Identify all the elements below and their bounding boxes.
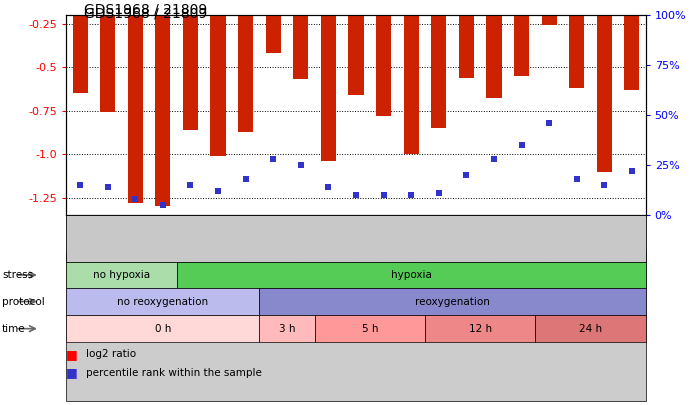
- Bar: [459, 0, 474, 78]
- Bar: [487, 0, 501, 98]
- Text: 12 h: 12 h: [468, 324, 491, 334]
- Bar: [155, 0, 170, 207]
- Bar: [514, 0, 529, 76]
- Bar: [211, 0, 225, 156]
- Text: log2 ratio: log2 ratio: [86, 350, 136, 359]
- Text: 5 h: 5 h: [362, 324, 378, 334]
- Bar: [266, 0, 281, 53]
- Text: 3 h: 3 h: [279, 324, 295, 334]
- Bar: [542, 0, 557, 26]
- Text: protocol: protocol: [2, 296, 45, 307]
- Bar: [73, 0, 88, 93]
- Text: reoxygenation: reoxygenation: [415, 296, 490, 307]
- Bar: [376, 0, 391, 116]
- Text: ■: ■: [66, 348, 78, 361]
- Text: GDS1968 / 21809: GDS1968 / 21809: [84, 6, 207, 20]
- Text: ■: ■: [66, 366, 78, 379]
- Bar: [624, 0, 639, 90]
- Bar: [431, 0, 446, 128]
- Text: time: time: [2, 324, 26, 334]
- Bar: [183, 0, 198, 130]
- Text: 24 h: 24 h: [579, 324, 602, 334]
- Text: stress: stress: [2, 270, 34, 280]
- Text: hypoxia: hypoxia: [391, 270, 431, 280]
- Bar: [348, 0, 364, 95]
- Bar: [293, 0, 309, 79]
- Text: GDS1968 / 21809: GDS1968 / 21809: [84, 2, 207, 16]
- Text: no hypoxia: no hypoxia: [93, 270, 150, 280]
- Text: no reoxygenation: no reoxygenation: [117, 296, 209, 307]
- Bar: [100, 0, 115, 113]
- Bar: [128, 0, 143, 203]
- Text: percentile rank within the sample: percentile rank within the sample: [86, 368, 262, 377]
- Text: 0 h: 0 h: [155, 324, 171, 334]
- Bar: [321, 0, 336, 161]
- Bar: [238, 0, 253, 132]
- Bar: [403, 0, 419, 154]
- Bar: [569, 0, 584, 88]
- Bar: [597, 0, 612, 172]
